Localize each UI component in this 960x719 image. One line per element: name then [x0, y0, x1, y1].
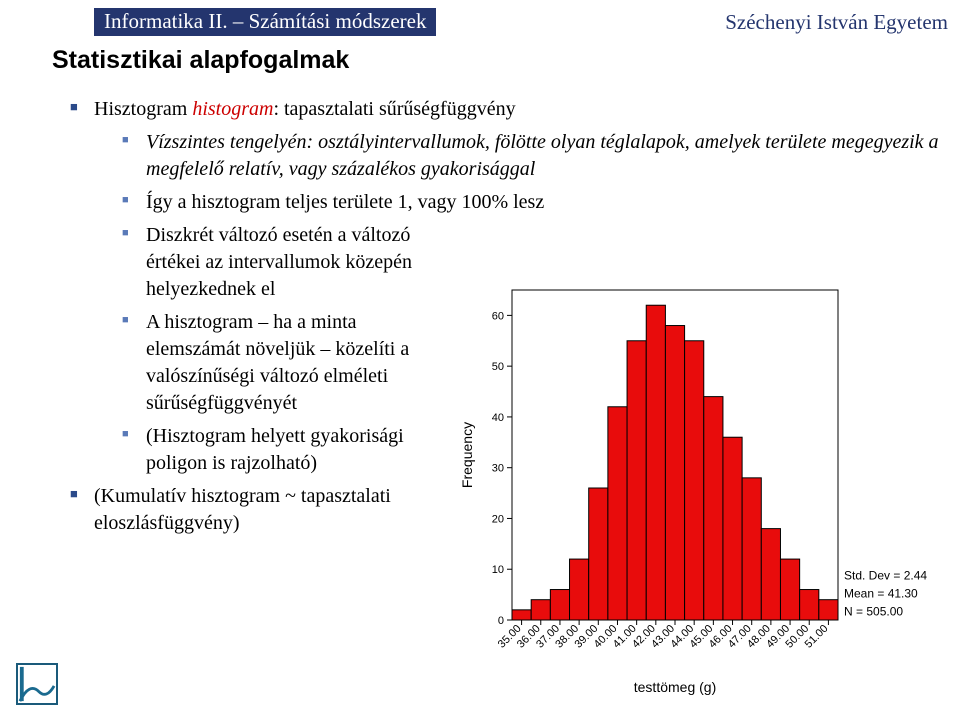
- svg-text:Std. Dev = 2.44: Std. Dev = 2.44: [844, 568, 927, 582]
- svg-text:N = 505.00: N = 505.00: [844, 604, 903, 618]
- svg-text:20: 20: [492, 513, 504, 525]
- svg-text:testtömeg (g): testtömeg (g): [634, 679, 716, 695]
- slide-header: Informatika II. – Számítási módszerek Sz…: [0, 8, 960, 36]
- b1-post: : tapasztalati sűrűségfüggvény: [273, 98, 515, 120]
- b1-hist-term: histogram: [192, 98, 273, 120]
- histogram-chart: 0102030405060Frequency35.0036.0037.0038.…: [456, 280, 946, 700]
- svg-text:60: 60: [492, 310, 504, 322]
- svg-text:0: 0: [498, 615, 504, 627]
- svg-text:Mean = 41.30: Mean = 41.30: [844, 586, 918, 600]
- svg-text:Frequency: Frequency: [459, 422, 475, 488]
- svg-text:30: 30: [492, 463, 504, 475]
- university-logo: [16, 663, 58, 705]
- svg-text:10: 10: [492, 564, 504, 576]
- svg-text:50: 50: [492, 361, 504, 373]
- bullet-polygon: (Hisztogram helyett gyakorisági poligon …: [122, 423, 452, 477]
- bullet-discrete: Diszkrét változó esetén a változó értéke…: [122, 222, 452, 303]
- bullet-convergence: A hisztogram – ha a minta elemszámát növ…: [122, 309, 452, 417]
- course-title: Informatika II. – Számítási módszerek: [94, 8, 436, 36]
- bullet-area: Így a hisztogram teljes területe 1, vagy…: [122, 189, 952, 216]
- svg-text:40: 40: [492, 412, 504, 424]
- page-title: Statisztikai alapfogalmak: [52, 46, 349, 75]
- bullet-cumulative: (Kumulatív hisztogram ~ tapasztalati elo…: [70, 483, 400, 537]
- bullet-axis: Vízszintes tengelyén: osztályintervallum…: [122, 129, 952, 183]
- b1-pre: Hisztogram: [94, 98, 192, 120]
- university-name: Széchenyi István Egyetem: [725, 10, 948, 35]
